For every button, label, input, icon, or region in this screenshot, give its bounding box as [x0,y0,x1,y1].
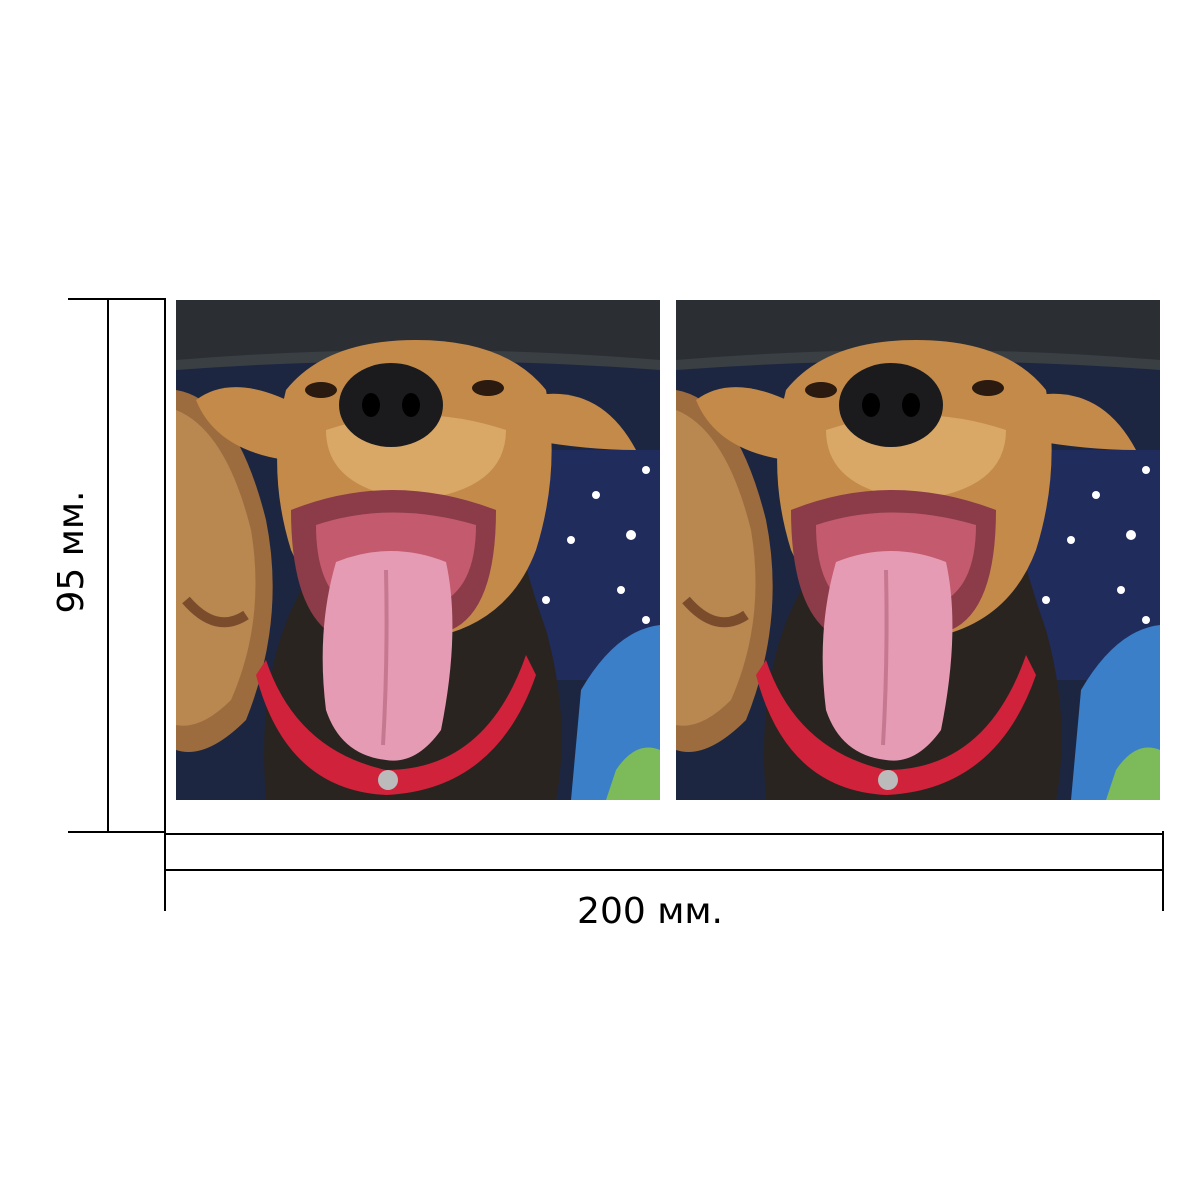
height-dimension-label: 95 мм. [51,490,92,614]
height-dimension-line-inner [164,298,166,833]
dog-photo-illustration [676,300,1160,800]
height-dimension-bottom-tick [68,831,166,833]
width-dimension-line-lower [164,869,1164,871]
dog-photo-left [176,300,660,800]
width-dimension-line-upper [164,833,1164,835]
dog-photo-illustration [176,300,660,800]
width-dimension-right-tick [1162,831,1164,911]
dog-photo-right [676,300,1160,800]
height-dimension-top-tick [68,298,166,300]
width-dimension-left-tick [164,831,166,911]
width-dimension-label: 200 мм. [577,891,723,932]
height-dimension-line-outer [107,298,109,833]
